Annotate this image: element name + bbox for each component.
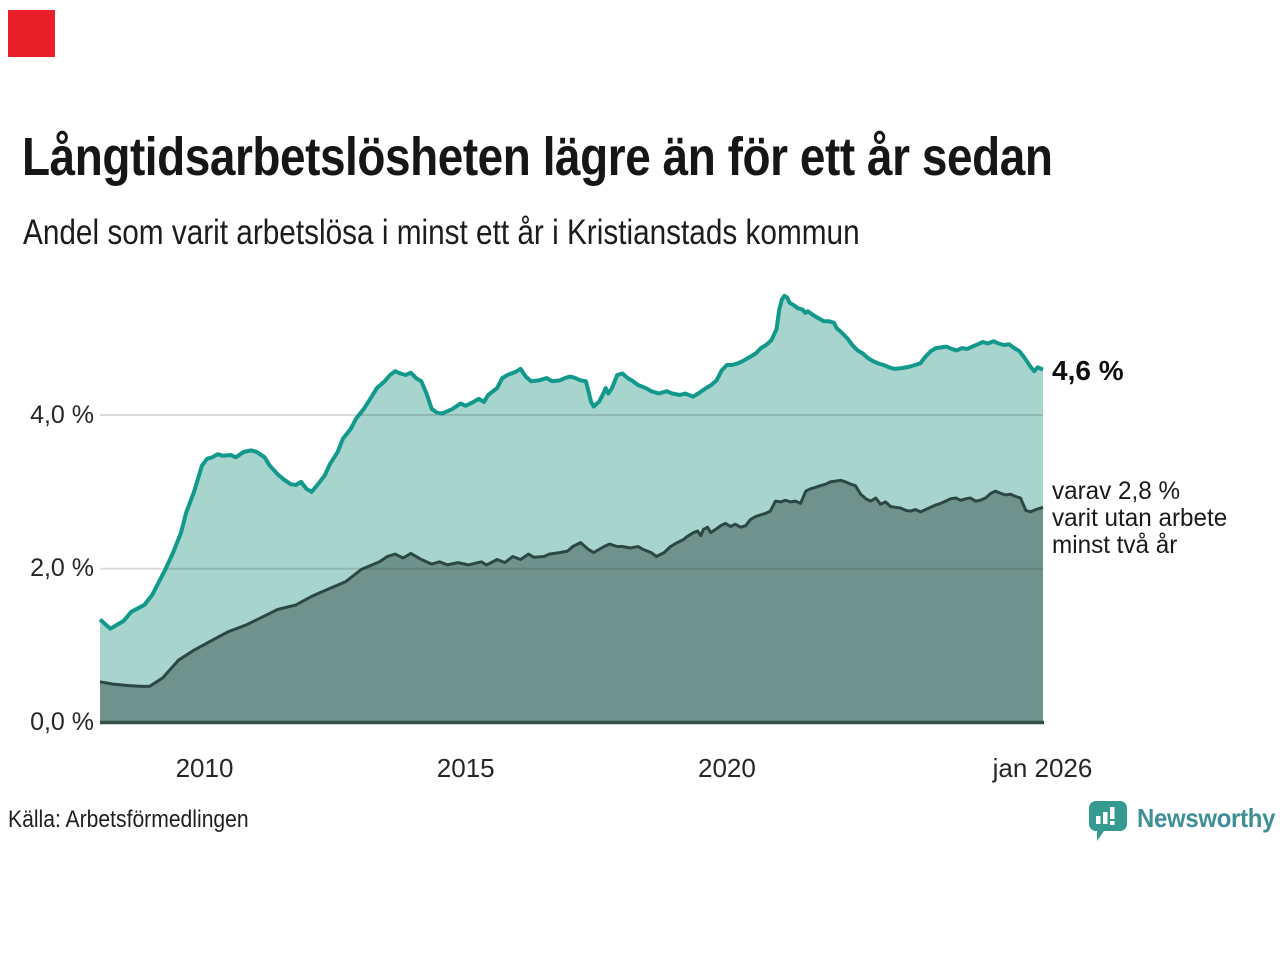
- x-axis-label-2015: 2015: [436, 753, 495, 783]
- source-caption: Källa: Arbetsförmedlingen: [8, 806, 249, 833]
- newsworthy-logo: Newsworthy: [1088, 800, 1280, 846]
- annotation-line-2: varit utan arbete: [1052, 504, 1228, 532]
- red-marker-square: [8, 10, 55, 57]
- page-title: Långtidsarbetslösheten lägre än för ett …: [22, 127, 1053, 187]
- annotation-line-3: minst två år: [1052, 531, 1178, 559]
- page-subtitle: Andel som varit arbetslösa i minst ett å…: [23, 213, 860, 252]
- y-axis-label-0: 0,0 %: [30, 708, 94, 736]
- annotation-two-year-share: varav 2,8 % varit utan arbete minst två …: [1052, 478, 1227, 559]
- x-axis-label-jan-2026: jan 2026: [992, 753, 1093, 783]
- newsworthy-wordmark: Newsworthy: [1137, 803, 1276, 833]
- y-axis-label-2: 2,0 %: [30, 554, 94, 583]
- x-axis-label-2020: 2020: [698, 753, 756, 783]
- annotation-latest-total: 4,6 %: [1052, 355, 1124, 386]
- newsworthy-logo-icon: [1089, 801, 1127, 841]
- x-axis-label-2010: 2010: [175, 753, 234, 783]
- y-axis-label-4: 4,0 %: [30, 400, 94, 429]
- annotation-line-1: varav 2,8 %: [1052, 477, 1181, 505]
